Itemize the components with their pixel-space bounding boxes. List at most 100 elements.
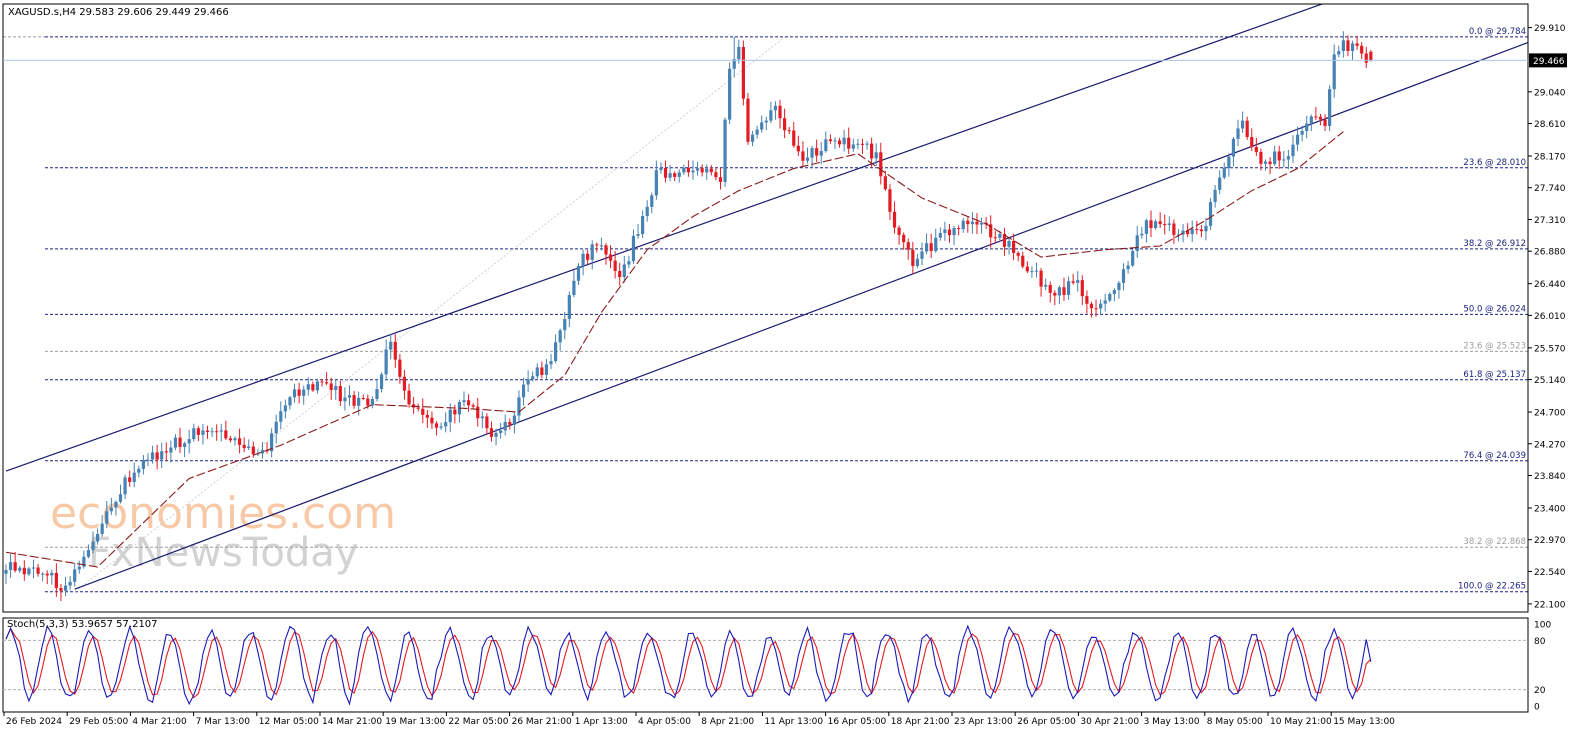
x-tick-label: 26 Feb 2024 [6,717,62,727]
candle-body [952,228,956,236]
candle-body [146,459,150,461]
candle-body [36,567,40,574]
candle-body [407,390,411,405]
stochastic-label: Stoch(5,3,3) 53.9657 57.2107 [7,619,158,630]
candle-body [1094,308,1098,310]
candle-body [1103,300,1107,304]
candle-body [1199,229,1203,232]
candle-body [668,173,672,178]
candle-body [1012,241,1016,254]
candle-body [306,384,310,390]
candle-body [613,260,617,271]
candle-body [375,388,379,399]
candle-body [1112,290,1116,294]
candle-body [549,361,553,365]
watermark: economies.com FxNewsToday [50,488,396,576]
candle-body [659,167,663,171]
x-tick-label: 16 Apr 05:00 [828,717,887,727]
candle-body [434,423,439,428]
candle-body [833,140,837,142]
candle-body [1085,296,1089,304]
x-tick-label: 1 Apr 13:00 [575,717,628,727]
candle-body [860,143,865,145]
candle-body [728,68,732,120]
candle-body [1126,265,1130,270]
candle-body [1181,230,1185,235]
candle-body [783,118,787,131]
candle-body [22,567,26,575]
candle-body [31,567,36,569]
candle-body [1364,53,1368,63]
candle-body [943,229,947,234]
candle-body [347,395,352,398]
x-tick-label: 7 Mar 13:00 [196,717,251,727]
candle-body [1080,280,1084,297]
time-axis: 26 Feb 2024 29 Feb 05:00 4 Mar 21:00 7 Mar … [3,712,1395,727]
candle-body [998,234,1002,238]
candle-body [1108,293,1112,301]
candle-body [1007,241,1011,247]
candle-body [476,406,480,419]
candle-body [535,367,539,377]
candle-body [137,468,141,473]
candle-body [59,588,63,591]
candle-body [1332,54,1336,90]
candle-body [837,140,842,145]
candle-body [393,341,397,360]
candle-body [270,433,274,452]
candle-body [1204,225,1208,232]
candle-body [1350,43,1355,51]
candle-body [924,243,929,252]
candle-body [966,220,970,225]
candle-body [796,145,800,152]
candle-body [123,477,127,495]
y-tick-label: 24.270 [1534,440,1566,450]
candle-body [778,105,782,119]
candle-body [63,585,68,591]
candle-body [764,120,768,123]
candle-body [1034,270,1039,272]
candle-body [18,567,22,571]
candle-body [357,397,361,406]
candle-body [1355,43,1359,46]
candle-body [810,148,814,158]
candle-body [599,245,603,247]
candle-body [201,430,205,435]
y-tick-label: 25.140 [1534,376,1566,386]
candle-body [902,234,906,243]
candle-body [847,137,851,149]
candle-body [723,119,727,182]
candle-body [737,47,741,60]
candle-body [540,367,544,375]
y-tick-label: 27.310 [1534,216,1566,226]
candle-body [883,176,887,190]
y-tick-label: 28.170 [1534,153,1566,163]
candle-body [1186,230,1190,235]
candle-body [1053,292,1057,296]
candle-body [503,422,507,431]
x-tick-label: 11 Apr 13:00 [764,717,823,727]
candle-body [641,216,645,235]
candle-body [279,411,283,422]
current-price-tag [1529,53,1567,68]
candle-body [521,384,526,398]
candle-body [128,477,132,482]
candle-body [586,253,590,260]
x-tick-label: 30 Apr 21:00 [1080,717,1139,727]
candle-body [1048,284,1052,293]
candle-body [444,422,448,427]
candle-body [453,409,457,415]
candle-body [714,172,718,178]
candle-body [196,428,200,435]
candle-body [233,438,237,441]
candle-body [805,157,810,161]
candle-body [1300,130,1304,135]
candle-body [320,381,324,383]
fibonacci-levels: 0.0 @ 29.784 23.6 @ 28.010 38.2 @ 26.912 50… [3,27,1528,593]
x-tick-label: 8 May 05:00 [1207,717,1263,727]
x-tick-label: 3 May 13:00 [1144,717,1200,727]
candle-body [517,397,521,416]
candle-body [979,222,984,225]
candle-body [1167,223,1171,225]
